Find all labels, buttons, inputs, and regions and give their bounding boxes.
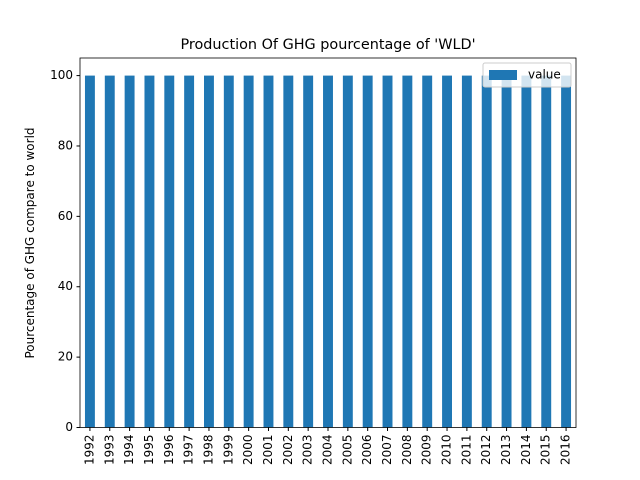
bar bbox=[382, 75, 393, 428]
y-tick-label: 60 bbox=[58, 209, 73, 223]
bar bbox=[263, 75, 274, 428]
x-tick-label: 1997 bbox=[182, 435, 196, 466]
x-tick-label: 1994 bbox=[122, 435, 136, 466]
y-axis-label: Pourcentage of GHG compare to world bbox=[23, 127, 37, 358]
axes-frame bbox=[79, 57, 577, 428]
bar bbox=[342, 75, 353, 428]
bar bbox=[323, 75, 333, 428]
x-tick-label: 2001 bbox=[261, 435, 275, 466]
bar bbox=[461, 75, 472, 428]
bar bbox=[164, 75, 175, 428]
y-tick-label: 100 bbox=[50, 68, 73, 82]
bar bbox=[422, 75, 433, 428]
bar bbox=[561, 75, 572, 428]
x-tick-label: 2004 bbox=[321, 435, 335, 466]
bar bbox=[442, 75, 452, 428]
x-tick-label: 2003 bbox=[301, 435, 315, 466]
x-tick-label: 1992 bbox=[82, 435, 96, 466]
y-tick-label: 80 bbox=[58, 138, 73, 152]
bar bbox=[481, 75, 492, 428]
x-tick-label: 2015 bbox=[539, 435, 553, 466]
x-tick-label: 2002 bbox=[281, 435, 295, 466]
y-tick-label: 40 bbox=[58, 279, 73, 293]
bar bbox=[144, 75, 155, 428]
bar bbox=[204, 75, 214, 428]
y-tick-label: 0 bbox=[65, 420, 73, 434]
bar bbox=[362, 75, 373, 428]
bar bbox=[303, 75, 314, 428]
bar bbox=[501, 75, 512, 428]
x-tick-label: 2016 bbox=[559, 435, 573, 466]
bar bbox=[104, 75, 115, 428]
bar bbox=[521, 75, 532, 428]
x-tick-label: 1998 bbox=[201, 435, 215, 466]
x-tick-label: 2006 bbox=[360, 435, 374, 466]
x-tick-label: 2000 bbox=[241, 435, 255, 466]
legend-label: value bbox=[528, 68, 561, 82]
bar bbox=[243, 75, 254, 428]
bar bbox=[124, 75, 135, 428]
bar bbox=[84, 75, 95, 428]
x-tick-label: 2014 bbox=[519, 435, 533, 466]
legend-swatch bbox=[489, 70, 517, 80]
bar bbox=[223, 75, 234, 428]
bar bbox=[184, 75, 195, 428]
legend-box bbox=[482, 62, 572, 88]
x-tick-label: 2008 bbox=[400, 435, 414, 466]
x-tick-label: 1996 bbox=[162, 435, 176, 466]
bar bbox=[402, 75, 413, 428]
bar bbox=[541, 75, 552, 428]
y-tick-label: 20 bbox=[58, 350, 73, 364]
x-tick-label: 2010 bbox=[440, 435, 454, 466]
x-tick-label: 1995 bbox=[142, 435, 156, 466]
chart-title: Production Of GHG pourcentage of 'WLD' bbox=[180, 37, 475, 53]
x-tick-label: 1993 bbox=[102, 435, 116, 466]
bar bbox=[283, 75, 294, 428]
x-tick-label: 2009 bbox=[420, 435, 434, 466]
x-tick-label: 2011 bbox=[459, 435, 473, 466]
x-tick-label: 2012 bbox=[479, 435, 493, 466]
x-tick-label: 1999 bbox=[221, 435, 235, 466]
x-tick-label: 2007 bbox=[380, 435, 394, 466]
x-tick-label: 2005 bbox=[340, 435, 354, 466]
x-tick-label: 2013 bbox=[499, 435, 513, 466]
